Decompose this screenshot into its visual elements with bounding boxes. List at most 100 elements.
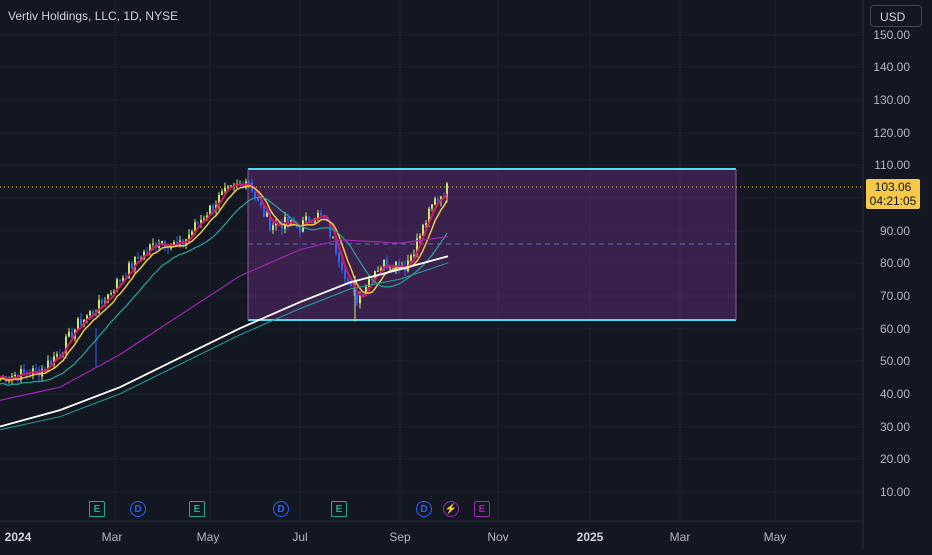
candle-body (392, 267, 394, 270)
price-axis-label: 40.00 (879, 387, 910, 401)
candle-body (413, 254, 415, 256)
candle-body (23, 368, 25, 373)
earnings-event-icon[interactable]: E (89, 501, 105, 517)
candle-body (305, 216, 307, 221)
candle-body (425, 223, 427, 225)
candle-body (173, 242, 175, 245)
ma-long-line (0, 236, 449, 401)
candle-body (359, 293, 361, 304)
time-axis-label: Nov (487, 530, 509, 544)
candle-body (377, 270, 379, 272)
ma-slow-line (0, 196, 448, 386)
price-axis-label: 110.00 (874, 158, 910, 172)
bar-countdown: 04:21:05 (869, 194, 917, 208)
candle-body (356, 294, 358, 304)
candle-body (41, 368, 43, 377)
candle-body (362, 293, 364, 295)
candle-body (194, 222, 196, 232)
price-axis-label: 30.00 (879, 420, 910, 434)
candle-body (350, 280, 352, 286)
upcoming-earnings-icon[interactable]: E (474, 501, 490, 517)
candle-body (431, 204, 433, 209)
candle-body (263, 205, 265, 217)
earnings-event-icon[interactable]: E (189, 501, 205, 517)
candle-body (218, 194, 220, 205)
ma-200-line (0, 255, 449, 428)
candle-body (335, 236, 337, 254)
candle-body (14, 374, 16, 377)
candle-body (155, 243, 157, 248)
last-price-value: 103.06 (874, 180, 912, 194)
candle-body (437, 198, 439, 201)
candle-body (347, 278, 349, 281)
candle-body (398, 261, 400, 270)
price-axis-label: 20.00 (879, 452, 910, 466)
candle-body (89, 311, 91, 316)
price-axis-label: 60.00 (879, 322, 910, 336)
candle-body (254, 191, 256, 198)
candle-body (44, 368, 46, 370)
candle-body (260, 201, 262, 206)
candle-body (269, 212, 271, 230)
candle-body (134, 256, 136, 269)
last-price-tag: 103.06 04:21:05 (866, 179, 920, 209)
dividend-event-icon[interactable]: D (416, 501, 432, 517)
ma-200b-line (0, 262, 449, 431)
candle-body (110, 293, 112, 295)
candle-body (80, 318, 82, 325)
candle-body (428, 208, 430, 224)
candle-body (131, 263, 133, 269)
price-axis-label: 140.00 (873, 60, 910, 74)
candle-body (86, 315, 88, 320)
currency-button[interactable]: USD (870, 5, 922, 27)
candle-body (35, 368, 37, 370)
candle-body (338, 253, 340, 263)
candle-body (191, 231, 193, 235)
time-axis-label: Sep (389, 530, 411, 544)
candle-body (332, 236, 334, 238)
candle-body (65, 336, 67, 353)
earnings-event-icon[interactable]: E (331, 501, 347, 517)
candle-body (380, 268, 382, 271)
candle-body (419, 235, 421, 239)
price-axis-label: 10.00 (879, 485, 910, 499)
candle-body (53, 356, 55, 365)
price-axis-label: 150.00 (873, 28, 910, 42)
time-axis-label: Mar (101, 530, 123, 544)
ma-mid-line (0, 185, 448, 381)
dividend-event-icon[interactable]: D (130, 501, 146, 517)
candle-body (272, 225, 274, 230)
candle-body (230, 185, 232, 187)
candle-body (365, 286, 367, 295)
candle-body (434, 198, 436, 205)
candle-body (137, 256, 139, 259)
candle-body (422, 224, 424, 236)
price-axis-label: 80.00 (879, 256, 910, 270)
dividend-event-icon[interactable]: D (273, 501, 289, 517)
candle-body (368, 279, 370, 287)
candle-body (152, 243, 154, 245)
candle-body (98, 299, 100, 313)
candle-body (203, 218, 205, 220)
split-event-icon[interactable]: ⚡ (443, 501, 459, 517)
candle-body (146, 251, 148, 253)
candle-body (320, 212, 322, 215)
candle-body (224, 187, 226, 192)
candle-body (161, 241, 163, 245)
candle-body (47, 360, 49, 370)
candle-body (311, 221, 313, 223)
symbol-title[interactable]: Vertiv Holdings, LLC, 1D, NYSE (8, 9, 179, 23)
time-axis-label: Mar (669, 530, 691, 544)
candle-body (206, 215, 208, 219)
candle-body (326, 217, 328, 221)
price-axis-label: 50.00 (879, 354, 910, 368)
candle-body (308, 216, 310, 222)
candle-body (416, 238, 418, 255)
candle-body (176, 242, 178, 244)
candle-body (281, 224, 283, 229)
candle-body (446, 183, 448, 197)
time-axis-label: 2025 (576, 530, 604, 544)
candle-body (440, 196, 442, 201)
